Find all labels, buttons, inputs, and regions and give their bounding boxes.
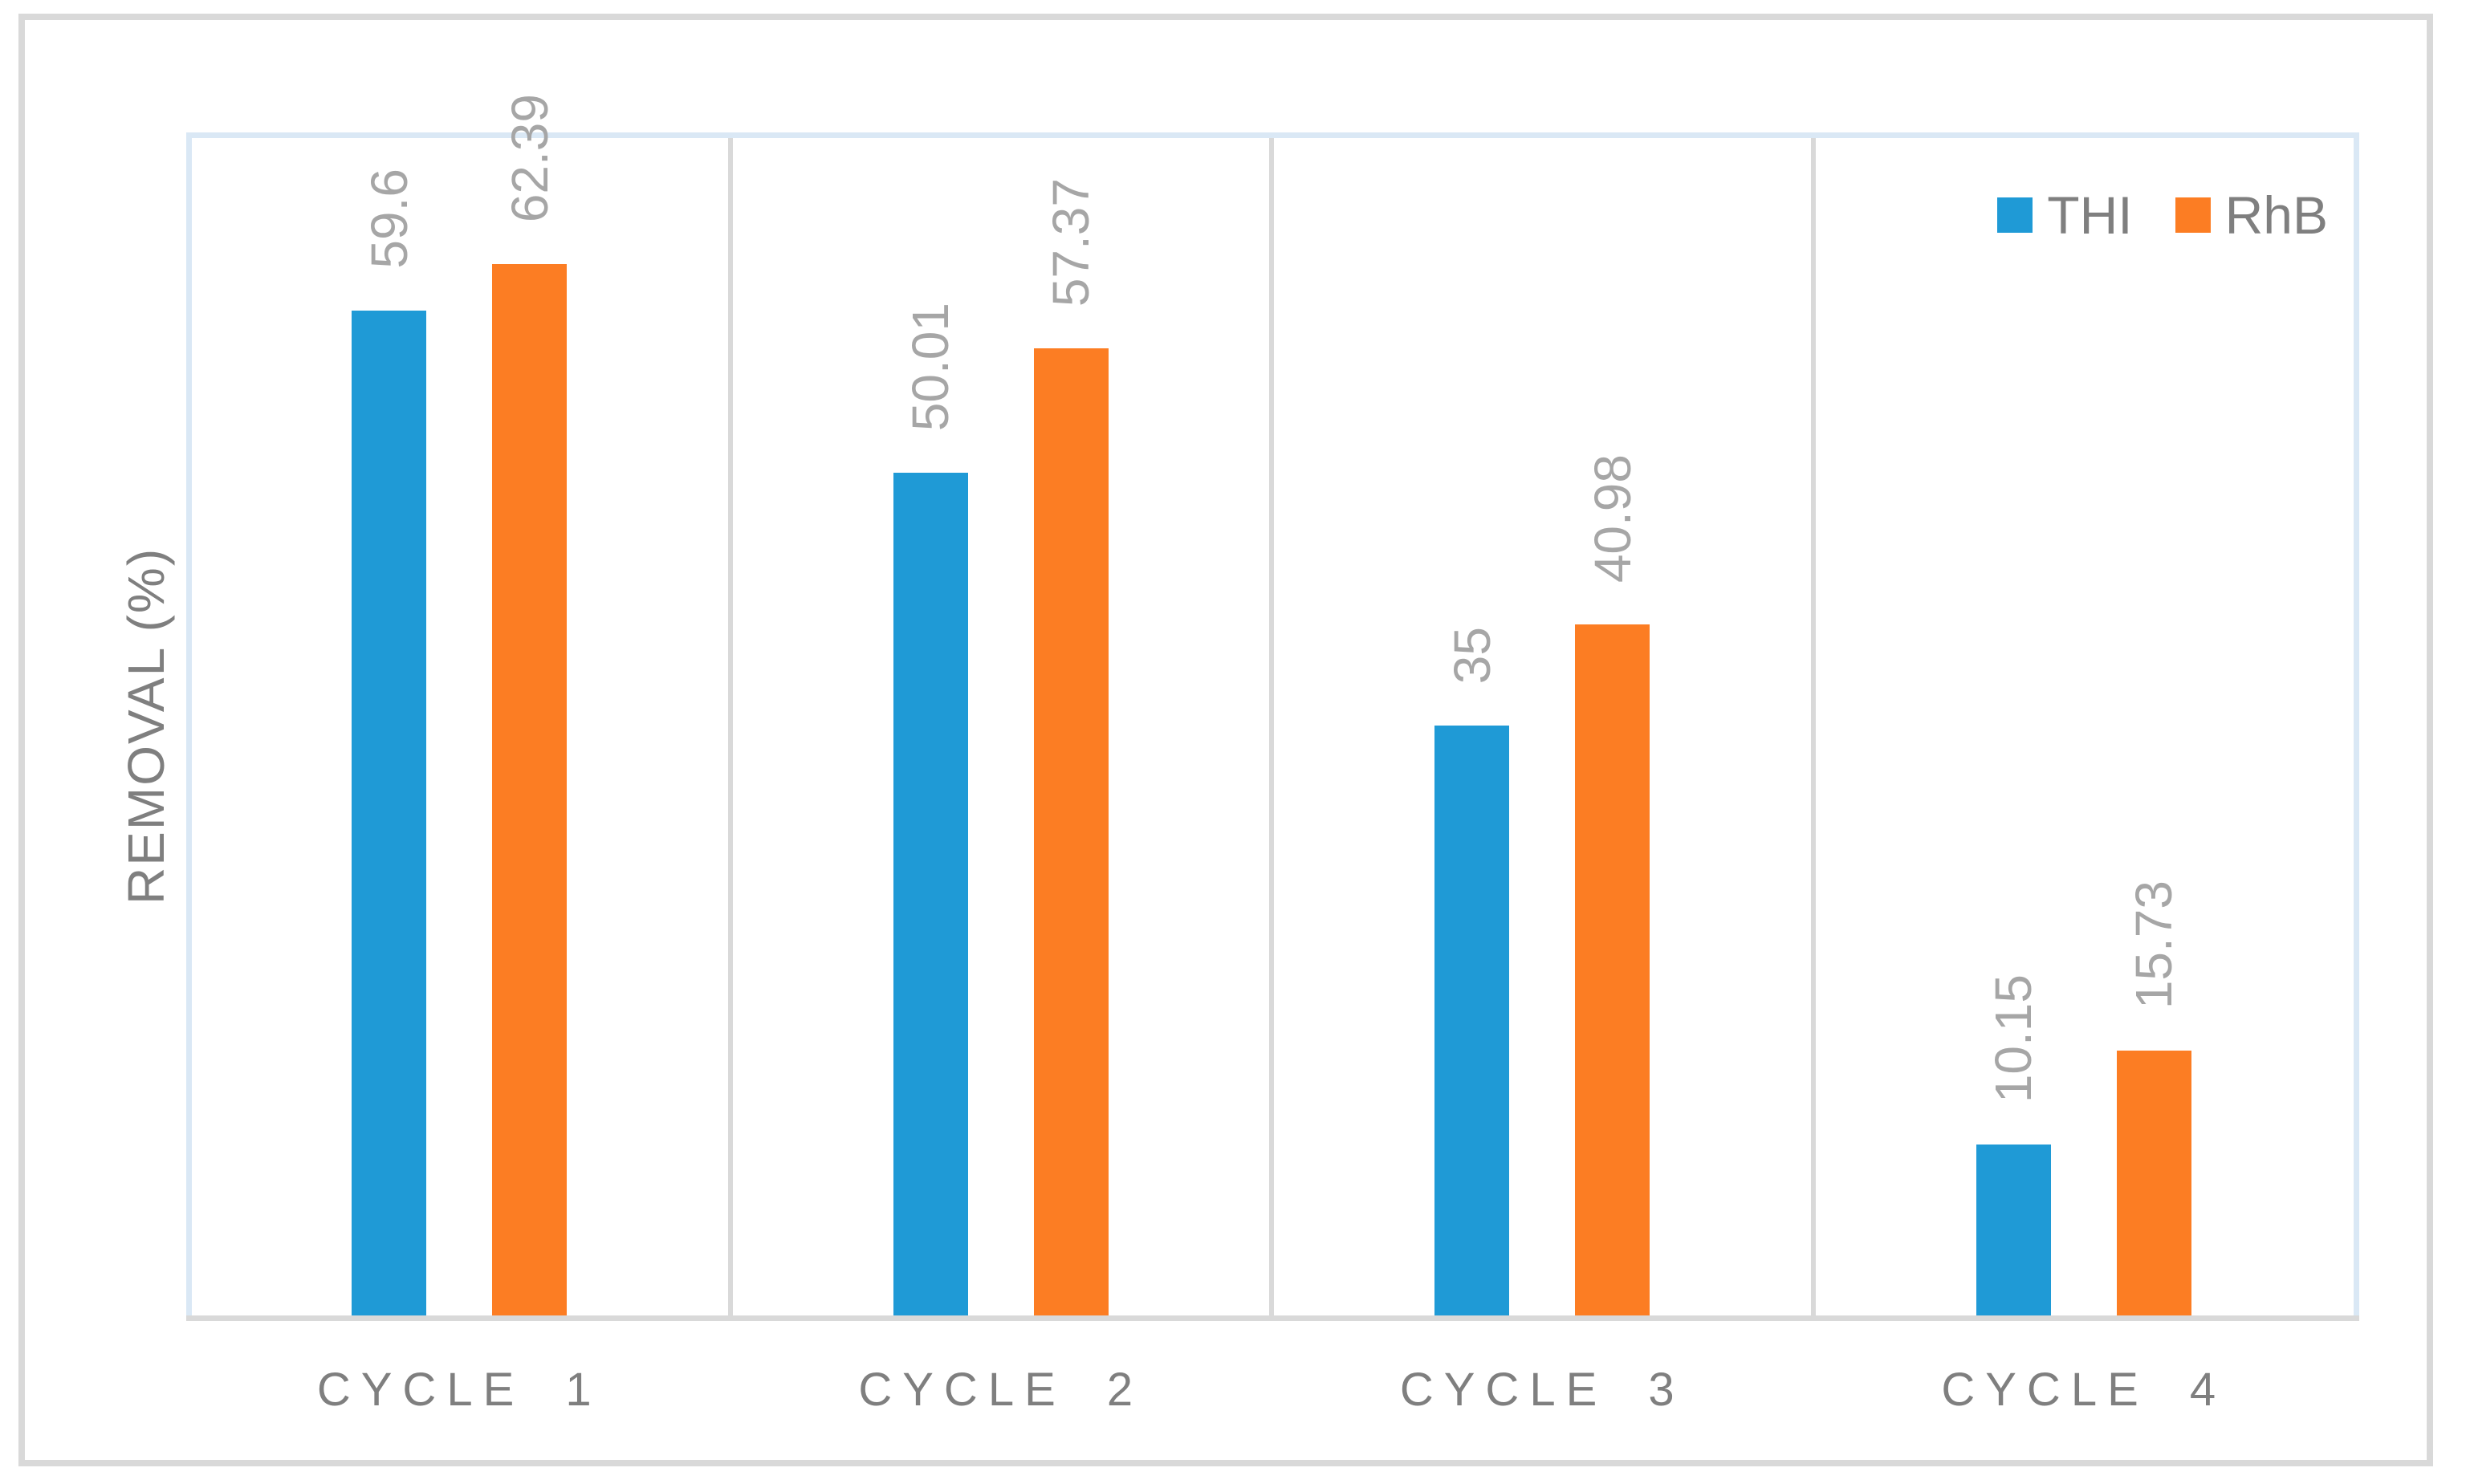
legend-label-rhb: RhB	[2224, 185, 2328, 245]
category-divider	[727, 138, 733, 1315]
x-axis-label-cycle-2: CYCLE 2	[858, 1364, 1144, 1416]
bar-rhb-cycle-3	[1575, 624, 1650, 1315]
legend: THI RhB	[1997, 183, 2328, 247]
category-divider	[1269, 138, 1274, 1315]
legend-label-thi: THI	[2047, 185, 2133, 245]
legend-item-thi: THI	[1997, 185, 2133, 246]
category-divider	[1810, 138, 1816, 1315]
legend-swatch-thi-icon	[1997, 197, 2033, 233]
x-axis-label-cycle-4: CYCLE 4	[1941, 1364, 2227, 1416]
x-axis-label-cycle-3: CYCLE 3	[1399, 1364, 1685, 1416]
x-axis-line	[186, 1315, 2359, 1321]
bar-value-label-thi-cycle-3: 35	[1443, 626, 1501, 684]
bar-thi-cycle-2	[893, 473, 968, 1315]
bar-rhb-cycle-2	[1033, 348, 1109, 1315]
bar-value-label-rhb-cycle-1: 62.39	[500, 93, 559, 222]
bar-thi-cycle-1	[352, 311, 427, 1315]
bar-thi-cycle-3	[1434, 726, 1510, 1315]
y-axis-title: REMOVAL (%)	[117, 547, 175, 905]
legend-swatch-rhb-icon	[2175, 197, 2211, 233]
bar-value-label-thi-cycle-2: 50.01	[901, 302, 960, 431]
bar-value-label-rhb-cycle-4: 15.73	[2125, 880, 2183, 1009]
bar-value-label-thi-cycle-1: 59.6	[360, 169, 418, 269]
x-axis-label-cycle-1: CYCLE 1	[316, 1364, 602, 1416]
bar-value-label-rhb-cycle-2: 57.37	[1042, 177, 1101, 307]
bar-rhb-cycle-4	[2116, 1051, 2191, 1315]
bar-rhb-cycle-1	[492, 264, 568, 1315]
bar-thi-cycle-4	[1976, 1145, 2051, 1315]
bar-value-label-rhb-cycle-3: 40.98	[1583, 453, 1642, 583]
legend-item-rhb: RhB	[2175, 185, 2328, 246]
chart-outer-frame	[18, 14, 2433, 1466]
bar-value-label-thi-cycle-4: 10.15	[1984, 974, 2043, 1103]
